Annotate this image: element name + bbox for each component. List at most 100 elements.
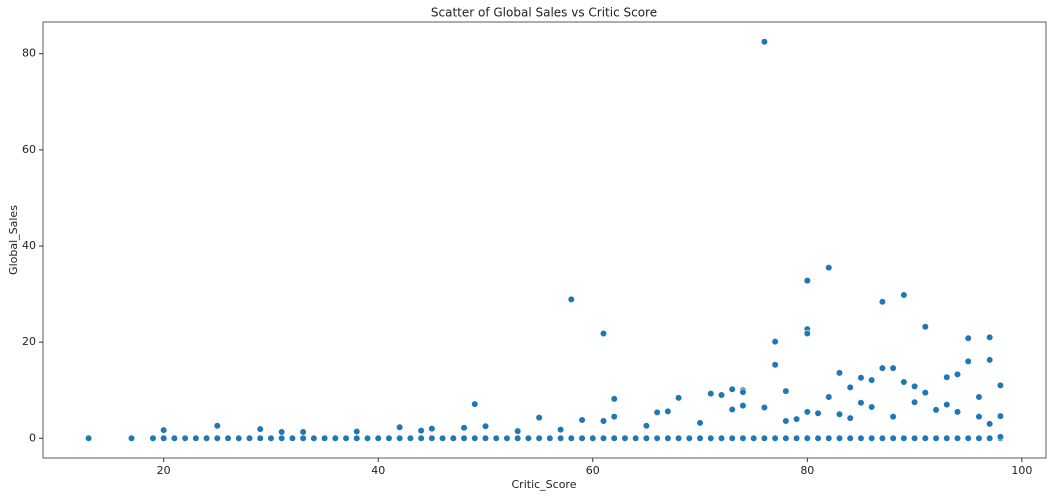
point (782, 387, 790, 395)
point (556, 434, 565, 442)
point (696, 434, 704, 442)
point (556, 426, 565, 434)
point (546, 434, 554, 442)
point (846, 434, 854, 442)
point (803, 408, 811, 416)
point (900, 378, 908, 386)
point (278, 428, 286, 436)
point (653, 408, 661, 416)
point (674, 394, 683, 402)
point (245, 434, 254, 442)
point (964, 434, 972, 442)
point (878, 364, 887, 372)
point (782, 434, 790, 442)
point (825, 393, 833, 401)
point (514, 427, 522, 435)
point (642, 422, 651, 430)
point (567, 295, 575, 303)
point (235, 434, 243, 442)
point (717, 391, 726, 399)
point (975, 393, 983, 401)
point (535, 414, 543, 422)
point (288, 434, 297, 442)
point (932, 406, 940, 414)
point (481, 434, 490, 442)
point (996, 412, 1005, 420)
point (589, 434, 597, 442)
point (760, 403, 769, 412)
point (728, 405, 736, 414)
x-axis-label: Critic_Score (512, 478, 577, 491)
point (396, 423, 404, 431)
point (825, 264, 833, 272)
point (921, 389, 929, 397)
point (771, 361, 779, 369)
point (503, 434, 511, 442)
point (127, 434, 136, 442)
point (320, 434, 329, 442)
point (385, 434, 393, 442)
chart-title: Scatter of Global Sales vs Critic Score (431, 6, 657, 20)
point (803, 329, 811, 338)
point (84, 434, 93, 442)
y-tick-label: 60 (22, 143, 36, 156)
point (846, 383, 854, 391)
x-tick-label: 80 (800, 464, 814, 477)
point (567, 434, 575, 442)
point (417, 426, 425, 435)
point (996, 433, 1005, 441)
point (224, 434, 232, 442)
point (707, 389, 715, 398)
point (889, 434, 897, 442)
y-tick-label: 40 (22, 239, 36, 252)
point (889, 413, 897, 421)
point (707, 434, 715, 442)
point (878, 434, 887, 442)
point (578, 416, 586, 424)
point (471, 400, 479, 408)
x-tick-label: 40 (371, 464, 385, 477)
point (910, 434, 919, 442)
point (353, 427, 361, 436)
point (717, 434, 726, 442)
point (739, 402, 747, 410)
point (910, 382, 919, 390)
point (803, 434, 811, 442)
point (481, 422, 490, 430)
point (578, 434, 586, 442)
point (857, 399, 865, 407)
point (181, 434, 189, 442)
point (492, 434, 500, 442)
point (599, 434, 608, 442)
point (160, 426, 168, 434)
point (943, 373, 951, 381)
point (460, 424, 468, 432)
point (267, 434, 275, 442)
point (900, 434, 908, 442)
point (814, 409, 822, 417)
point (460, 434, 468, 442)
point (514, 434, 522, 442)
point (535, 434, 543, 442)
point (857, 434, 865, 442)
point (449, 434, 457, 442)
point (213, 434, 221, 442)
point (986, 434, 994, 442)
point (632, 434, 640, 442)
point (964, 334, 972, 342)
point (792, 415, 801, 423)
point (170, 434, 179, 442)
y-tick-label: 0 (29, 431, 36, 444)
point (889, 364, 897, 372)
point (868, 434, 876, 442)
point (771, 434, 779, 442)
point (610, 395, 618, 403)
point (835, 434, 844, 442)
point (964, 357, 972, 365)
point (396, 434, 404, 442)
point (438, 434, 447, 442)
point (674, 434, 683, 442)
point (835, 410, 844, 418)
point (149, 434, 157, 442)
